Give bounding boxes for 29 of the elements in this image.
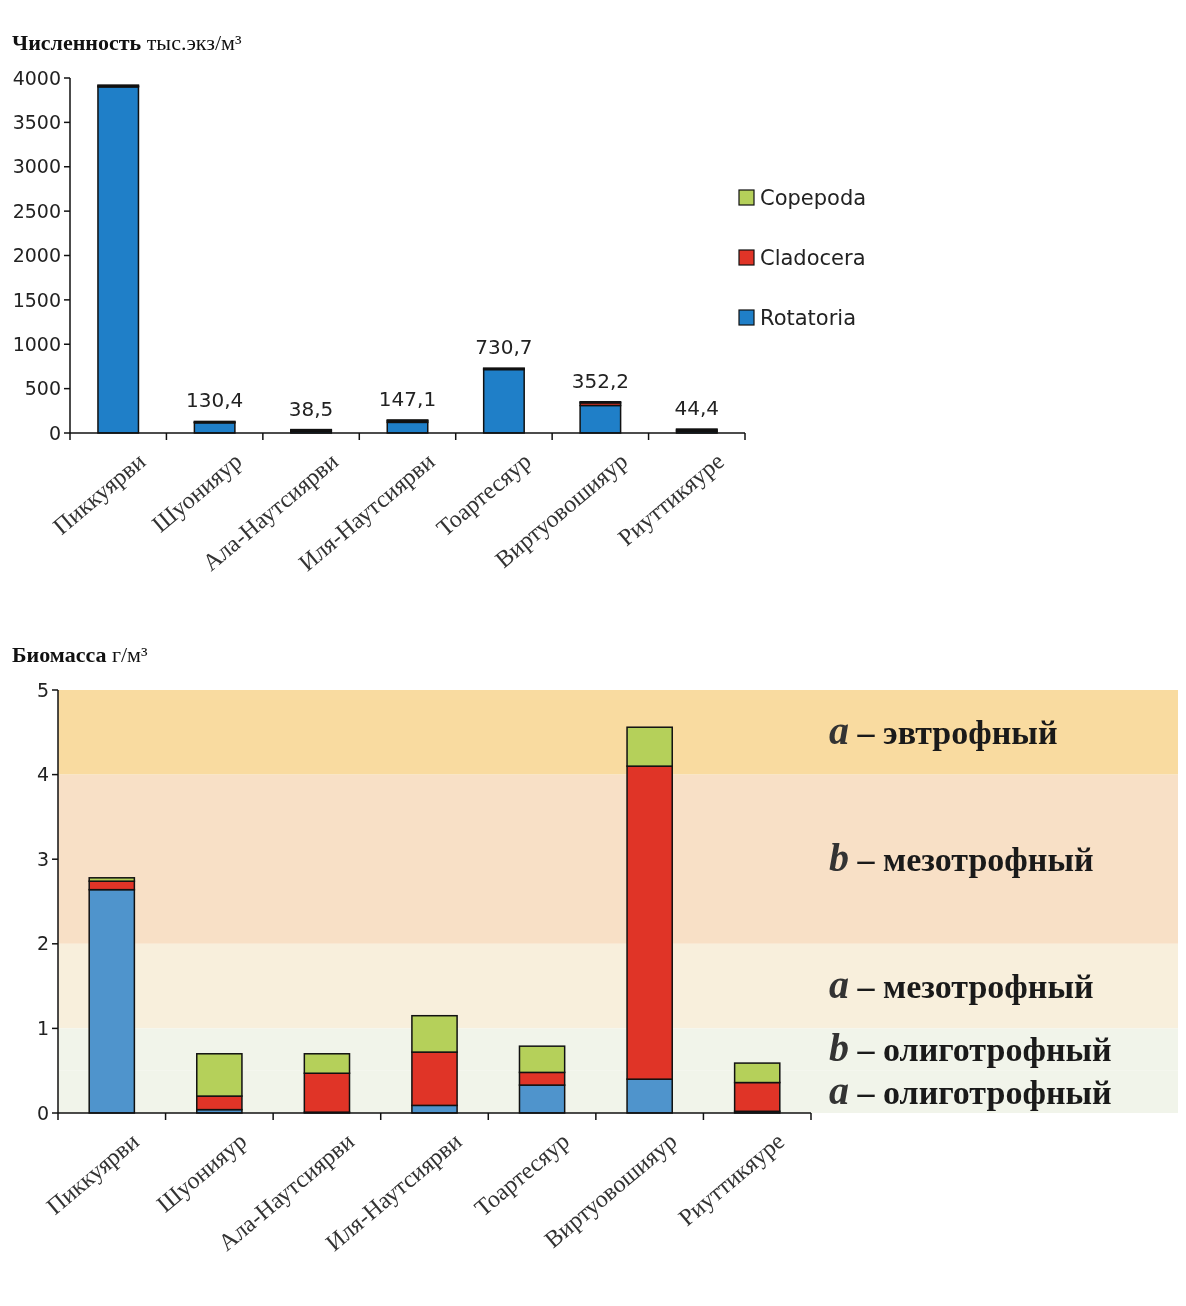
y-tick-label: 4: [36, 763, 49, 786]
y-tick-label: 1000: [12, 332, 61, 355]
y-tick-label: 0: [36, 1101, 49, 1124]
total-label: 130,4: [186, 388, 244, 413]
total-label: 730,7: [475, 335, 533, 360]
total-label: 147,1: [378, 386, 437, 411]
total-label: 352,2: [571, 368, 629, 393]
y-tick-label: 5: [36, 678, 49, 701]
legend-label: Copepoda: [760, 186, 867, 211]
band-label: a – эвтрофный: [829, 708, 1058, 754]
band-label: b – мезотрофный: [829, 835, 1094, 881]
y-tick-label: 2500: [12, 199, 61, 222]
y-tick-label: 3500: [12, 111, 61, 134]
y-tick-label: 1500: [12, 288, 61, 311]
chart-title: Биомасса г/м³: [12, 642, 148, 667]
legend-label: Cladocera: [760, 246, 866, 271]
y-tick-label: 3: [36, 847, 49, 870]
band-label: a – мезотрофный: [829, 962, 1094, 1007]
y-tick-label: 3000: [12, 155, 61, 178]
legend-label: Rotatoria: [760, 306, 857, 331]
y-tick-label: 2000: [12, 244, 61, 267]
y-tick-label: 0: [48, 421, 61, 444]
total-label: 38,5: [288, 396, 334, 421]
y-tick-label: 500: [24, 377, 61, 400]
total-label: 44,4: [674, 396, 720, 421]
y-tick-label: 1: [36, 1017, 49, 1040]
y-tick-label: 2: [36, 932, 49, 955]
y-tick-label: 4000: [12, 66, 61, 89]
chart-title: Численность тыс.экз/м³: [12, 30, 242, 55]
